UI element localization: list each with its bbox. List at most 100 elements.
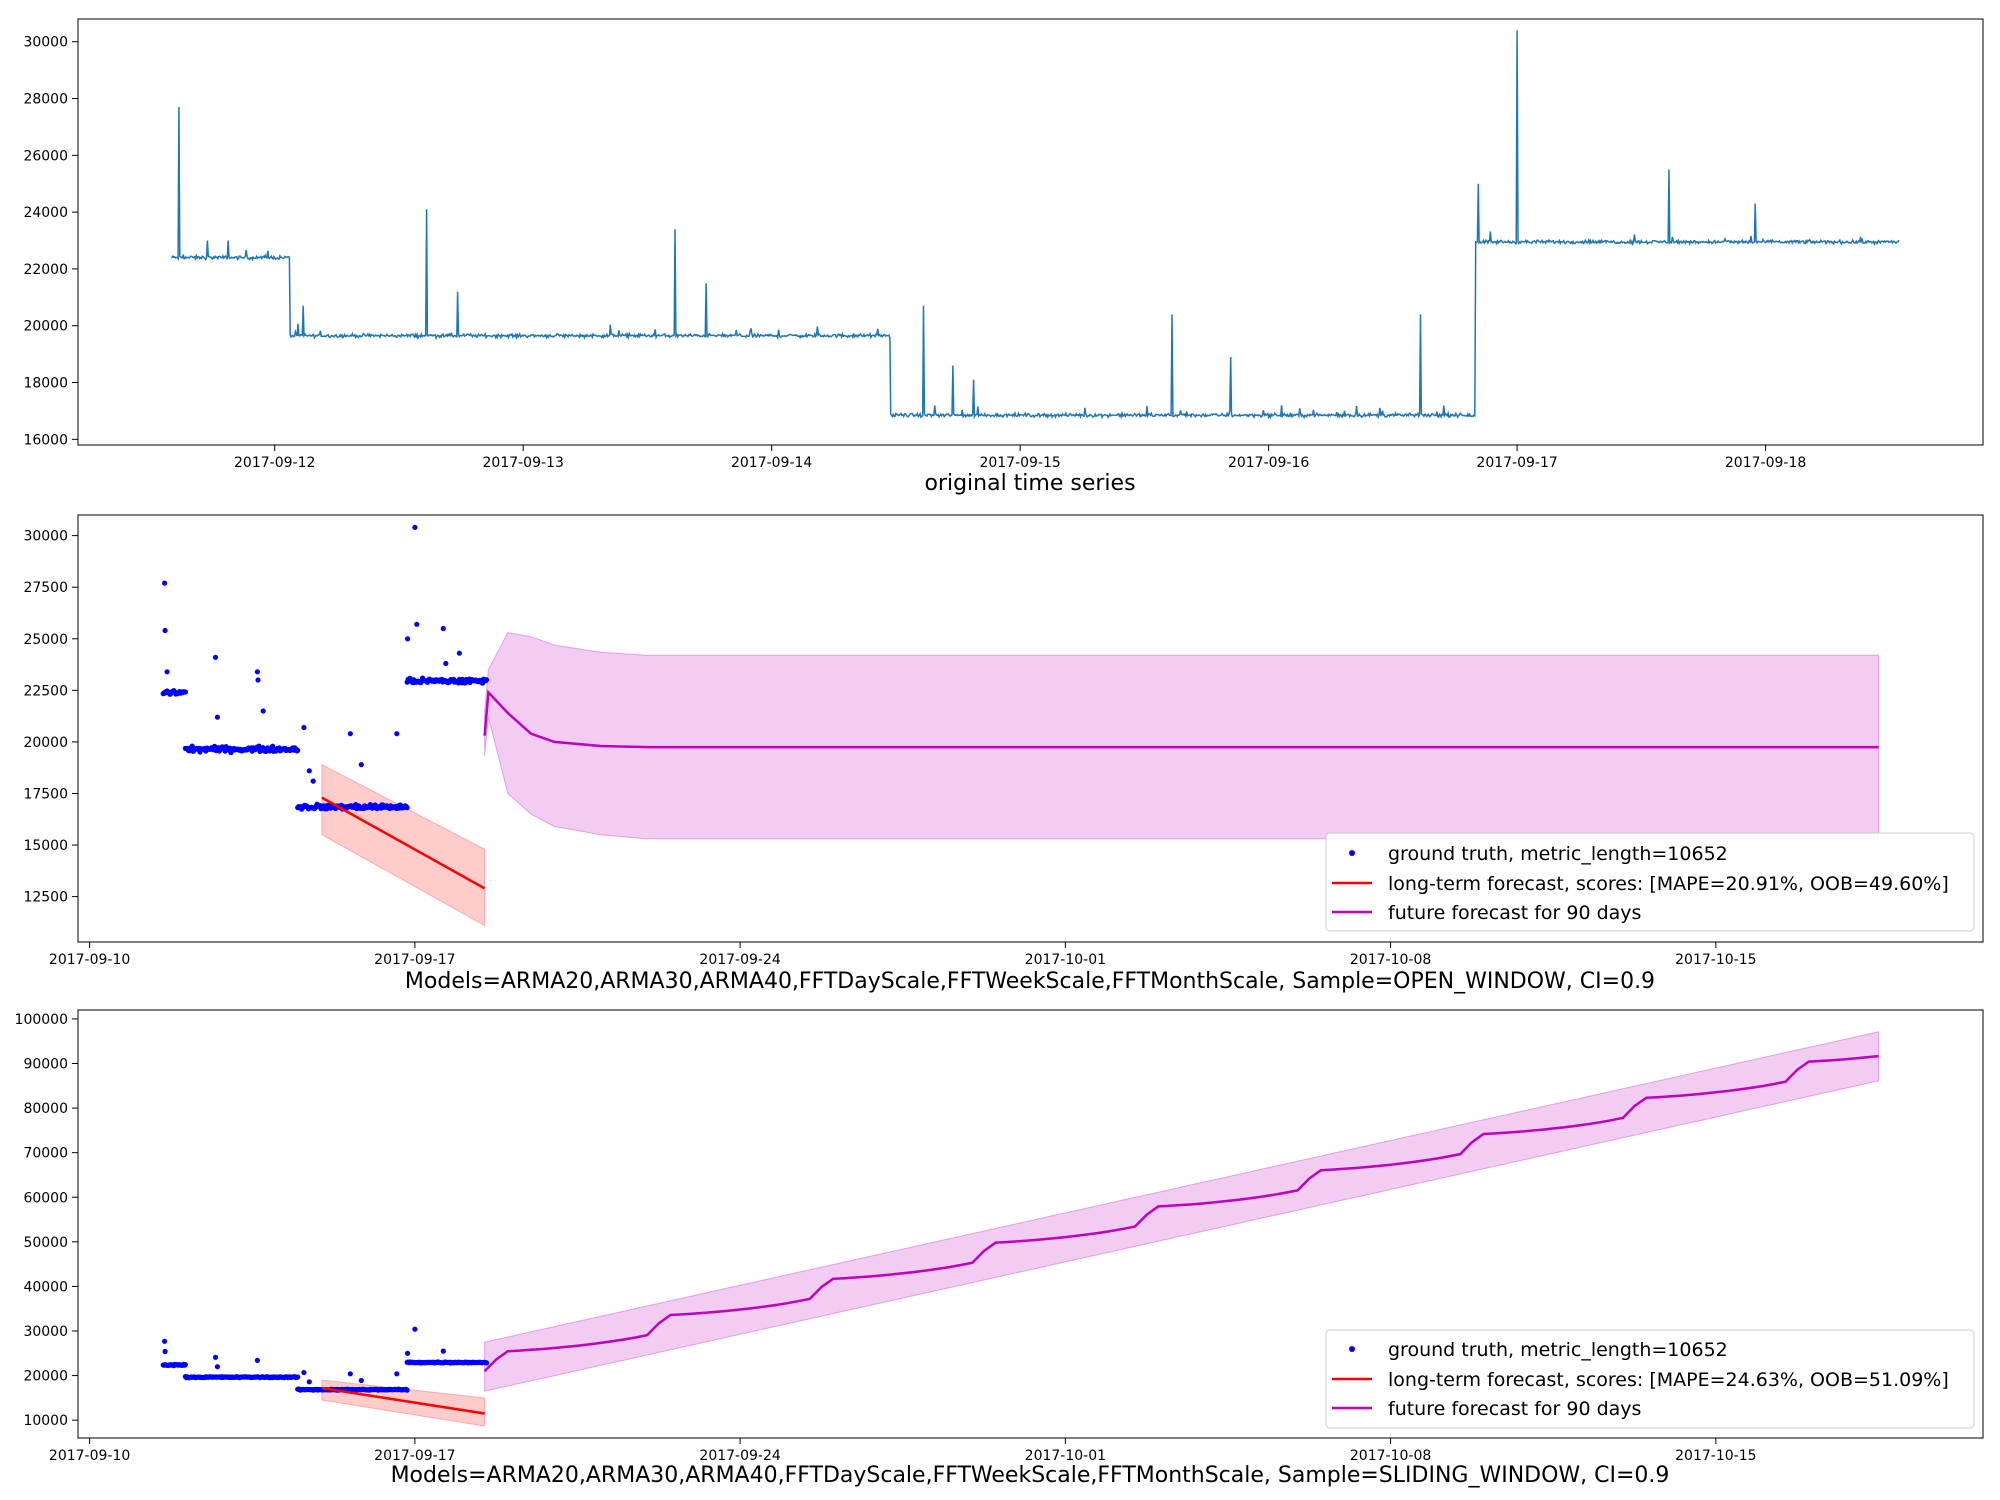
panel1-series bbox=[171, 30, 1900, 420]
panel2-ground-truth-point bbox=[254, 669, 260, 675]
panel2-ground-truth-point bbox=[456, 650, 462, 656]
panel3-frame bbox=[77, 1009, 1984, 1439]
panel2-ground-truth-point bbox=[255, 677, 261, 683]
panel3-xtick-label: 2017-10-08 bbox=[1350, 1448, 1431, 1464]
panel3-ground-truth-point bbox=[306, 1379, 312, 1385]
panel-original-series: 2017-09-12 2017-09-13 2017-09-14 2017-09-15… bbox=[23, 18, 1984, 496]
panel2-ytick-label: 20000 bbox=[23, 735, 68, 751]
panel1-ytick-label: 26000 bbox=[23, 148, 68, 164]
panel3-legend: ground truth, metric_length=10652 long-t… bbox=[1325, 1329, 1975, 1429]
panel2-legend-long-term-label: long-term forecast, scores: [MAPE=20.91%… bbox=[1388, 873, 1949, 895]
panel2-ground-truth-point bbox=[310, 778, 316, 784]
panel3-xtick-label: 2017-10-15 bbox=[1675, 1448, 1756, 1464]
panel3-ytick-label: 20000 bbox=[23, 1369, 68, 1385]
panel2-ground-truth-point bbox=[414, 621, 420, 627]
panel-sliding-window: 2017-09-10 2017-09-17 2017-09-24 2017-10-01… bbox=[15, 1009, 1984, 1488]
panel2-ground-truth-point bbox=[162, 627, 168, 634]
panel2-ground-truth-point bbox=[394, 731, 400, 737]
panel1-ytick-label: 20000 bbox=[23, 319, 68, 335]
panel3-ytick-label: 70000 bbox=[23, 1146, 68, 1162]
panel2-legend-box bbox=[1325, 832, 1975, 932]
panel2-ground-truth-point bbox=[295, 747, 301, 754]
panel3-ytick-label: 80000 bbox=[23, 1101, 68, 1117]
panel3-ground-truth-point bbox=[394, 1371, 400, 1377]
panel3-ytick-label: 60000 bbox=[23, 1190, 68, 1206]
panel2-legend: ground truth, metric_length=10652 long-t… bbox=[1325, 832, 1975, 932]
panel2-xtick-label: 2017-09-10 bbox=[49, 952, 130, 968]
panel3-legend-ground-truth-marker bbox=[1349, 1346, 1355, 1352]
panel3-ground-truth-point bbox=[358, 1377, 364, 1384]
panel3-ytick-label: 90000 bbox=[23, 1057, 68, 1073]
panel2-future-ci-band bbox=[484, 632, 1879, 840]
panel3-ytick-label: 50000 bbox=[23, 1235, 68, 1251]
panel3-ground-truth-point bbox=[212, 1354, 219, 1360]
panel3-legend-future-label: future forecast for 90 days bbox=[1388, 1398, 1641, 1420]
panel2-ground-truth-point bbox=[162, 580, 168, 586]
panel2-ground-truth-point bbox=[483, 677, 490, 683]
panel1-xtick-label: 2017-09-17 bbox=[1476, 455, 1557, 471]
panel3-ground-truth-point bbox=[347, 1371, 353, 1377]
panel3-xtick-label: 2017-10-01 bbox=[1025, 1448, 1106, 1464]
panel1-ytick-label: 28000 bbox=[23, 92, 68, 108]
panel2-xtick-label: 2017-10-01 bbox=[1025, 952, 1106, 968]
panel3-legend-long-term-label: long-term forecast, scores: [MAPE=24.63%… bbox=[1388, 1369, 1949, 1391]
panel3-ground-truth-point bbox=[440, 1348, 446, 1354]
panel3-long-term-line bbox=[321, 1386, 485, 1415]
panel3-ground-truth-point bbox=[295, 1374, 301, 1380]
panel1-xtick-label: 2017-09-12 bbox=[234, 455, 315, 471]
panel2-ytick-label: 27500 bbox=[23, 580, 68, 596]
panel1-frame bbox=[77, 18, 1984, 446]
panel2-legend-future-label: future forecast for 90 days bbox=[1388, 902, 1641, 924]
panel2-ytick-label: 22500 bbox=[23, 683, 68, 699]
panel3-ground-truth-point bbox=[162, 1348, 168, 1355]
panel2-xtick-label: 2017-09-17 bbox=[374, 952, 455, 968]
panel3-ground-truth-point bbox=[483, 1360, 490, 1366]
panel1-xtick-label: 2017-09-13 bbox=[483, 455, 564, 471]
panel2-legend-ground-truth-label: ground truth, metric_length=10652 bbox=[1388, 843, 1728, 865]
panel1-xtick-label: 2017-09-15 bbox=[979, 455, 1060, 471]
panel1-xtick-label: 2017-09-18 bbox=[1725, 455, 1806, 471]
panel3-ground-truth-point bbox=[254, 1357, 260, 1363]
panel-open-window: 2017-09-10 2017-09-17 2017-09-24 2017-10-01… bbox=[23, 514, 1984, 994]
panel2-ground-truth-point bbox=[358, 762, 364, 768]
panel3-ytick-label: 40000 bbox=[23, 1279, 68, 1295]
panel3-ground-truth-point bbox=[182, 1362, 188, 1368]
panel3-ytick-label: 30000 bbox=[23, 1324, 68, 1340]
panel3-ytick-label: 10000 bbox=[23, 1413, 68, 1429]
panel2-ground-truth-point bbox=[214, 714, 220, 720]
panel3-xtick-label: 2017-09-17 bbox=[374, 1448, 455, 1464]
panel3-ground-truth-point bbox=[412, 1326, 418, 1332]
panel3-ticks: 2017-09-10 2017-09-17 2017-09-24 2017-10-01… bbox=[15, 1012, 1757, 1464]
panel2-ground-truth-point bbox=[404, 805, 410, 811]
panel1-ytick-label: 30000 bbox=[23, 35, 68, 51]
panel1-xlabel: original time series bbox=[924, 471, 1135, 496]
panel2-ground-truth-point bbox=[443, 660, 449, 667]
panel2-long-term-line bbox=[321, 796, 486, 890]
panel1-ytick-label: 22000 bbox=[23, 262, 68, 278]
panel2-ground-truth-point bbox=[301, 724, 307, 731]
panel3-legend-box bbox=[1325, 1329, 1975, 1429]
panel2-ticks: 2017-09-10 2017-09-17 2017-09-24 2017-10-01… bbox=[23, 529, 1756, 968]
panel2-ground-truth-point bbox=[306, 768, 312, 774]
panel2-ytick-label: 17500 bbox=[23, 786, 68, 802]
panel2-ytick-label: 25000 bbox=[23, 632, 68, 648]
panel2-series bbox=[160, 524, 1879, 927]
panel1-ticks: 2017-09-12 2017-09-13 2017-09-14 2017-09-15… bbox=[23, 35, 1806, 471]
panel3-future-ci-band bbox=[484, 1031, 1879, 1392]
panel2-ground-truth-point bbox=[164, 669, 170, 675]
panel2-ytick-label: 30000 bbox=[23, 529, 68, 545]
panel3-xtick-label: 2017-09-24 bbox=[699, 1448, 780, 1464]
panel3-ground-truth-point bbox=[301, 1369, 307, 1376]
panel2-xtick-label: 2017-10-15 bbox=[1675, 952, 1756, 968]
panel2-ytick-label: 12500 bbox=[23, 890, 68, 906]
panel2-future-line bbox=[483, 689, 1879, 749]
panel2-xlabel: Models=ARMA20,ARMA30,ARMA40,FFTDayScale,… bbox=[405, 969, 1655, 994]
panel3-ground-truth-point bbox=[404, 1387, 410, 1393]
panel3-ground-truth-point bbox=[214, 1364, 220, 1370]
panel2-long-term-ci-band bbox=[321, 763, 486, 927]
panel3-xlabel: Models=ARMA20,ARMA30,ARMA40,FFTDayScale,… bbox=[391, 1463, 1670, 1488]
panel3-legend-ground-truth-label: ground truth, metric_length=10652 bbox=[1388, 1339, 1728, 1361]
panel3-ground-truth-point bbox=[162, 1338, 168, 1344]
panel3-ytick-label: 100000 bbox=[15, 1012, 68, 1028]
